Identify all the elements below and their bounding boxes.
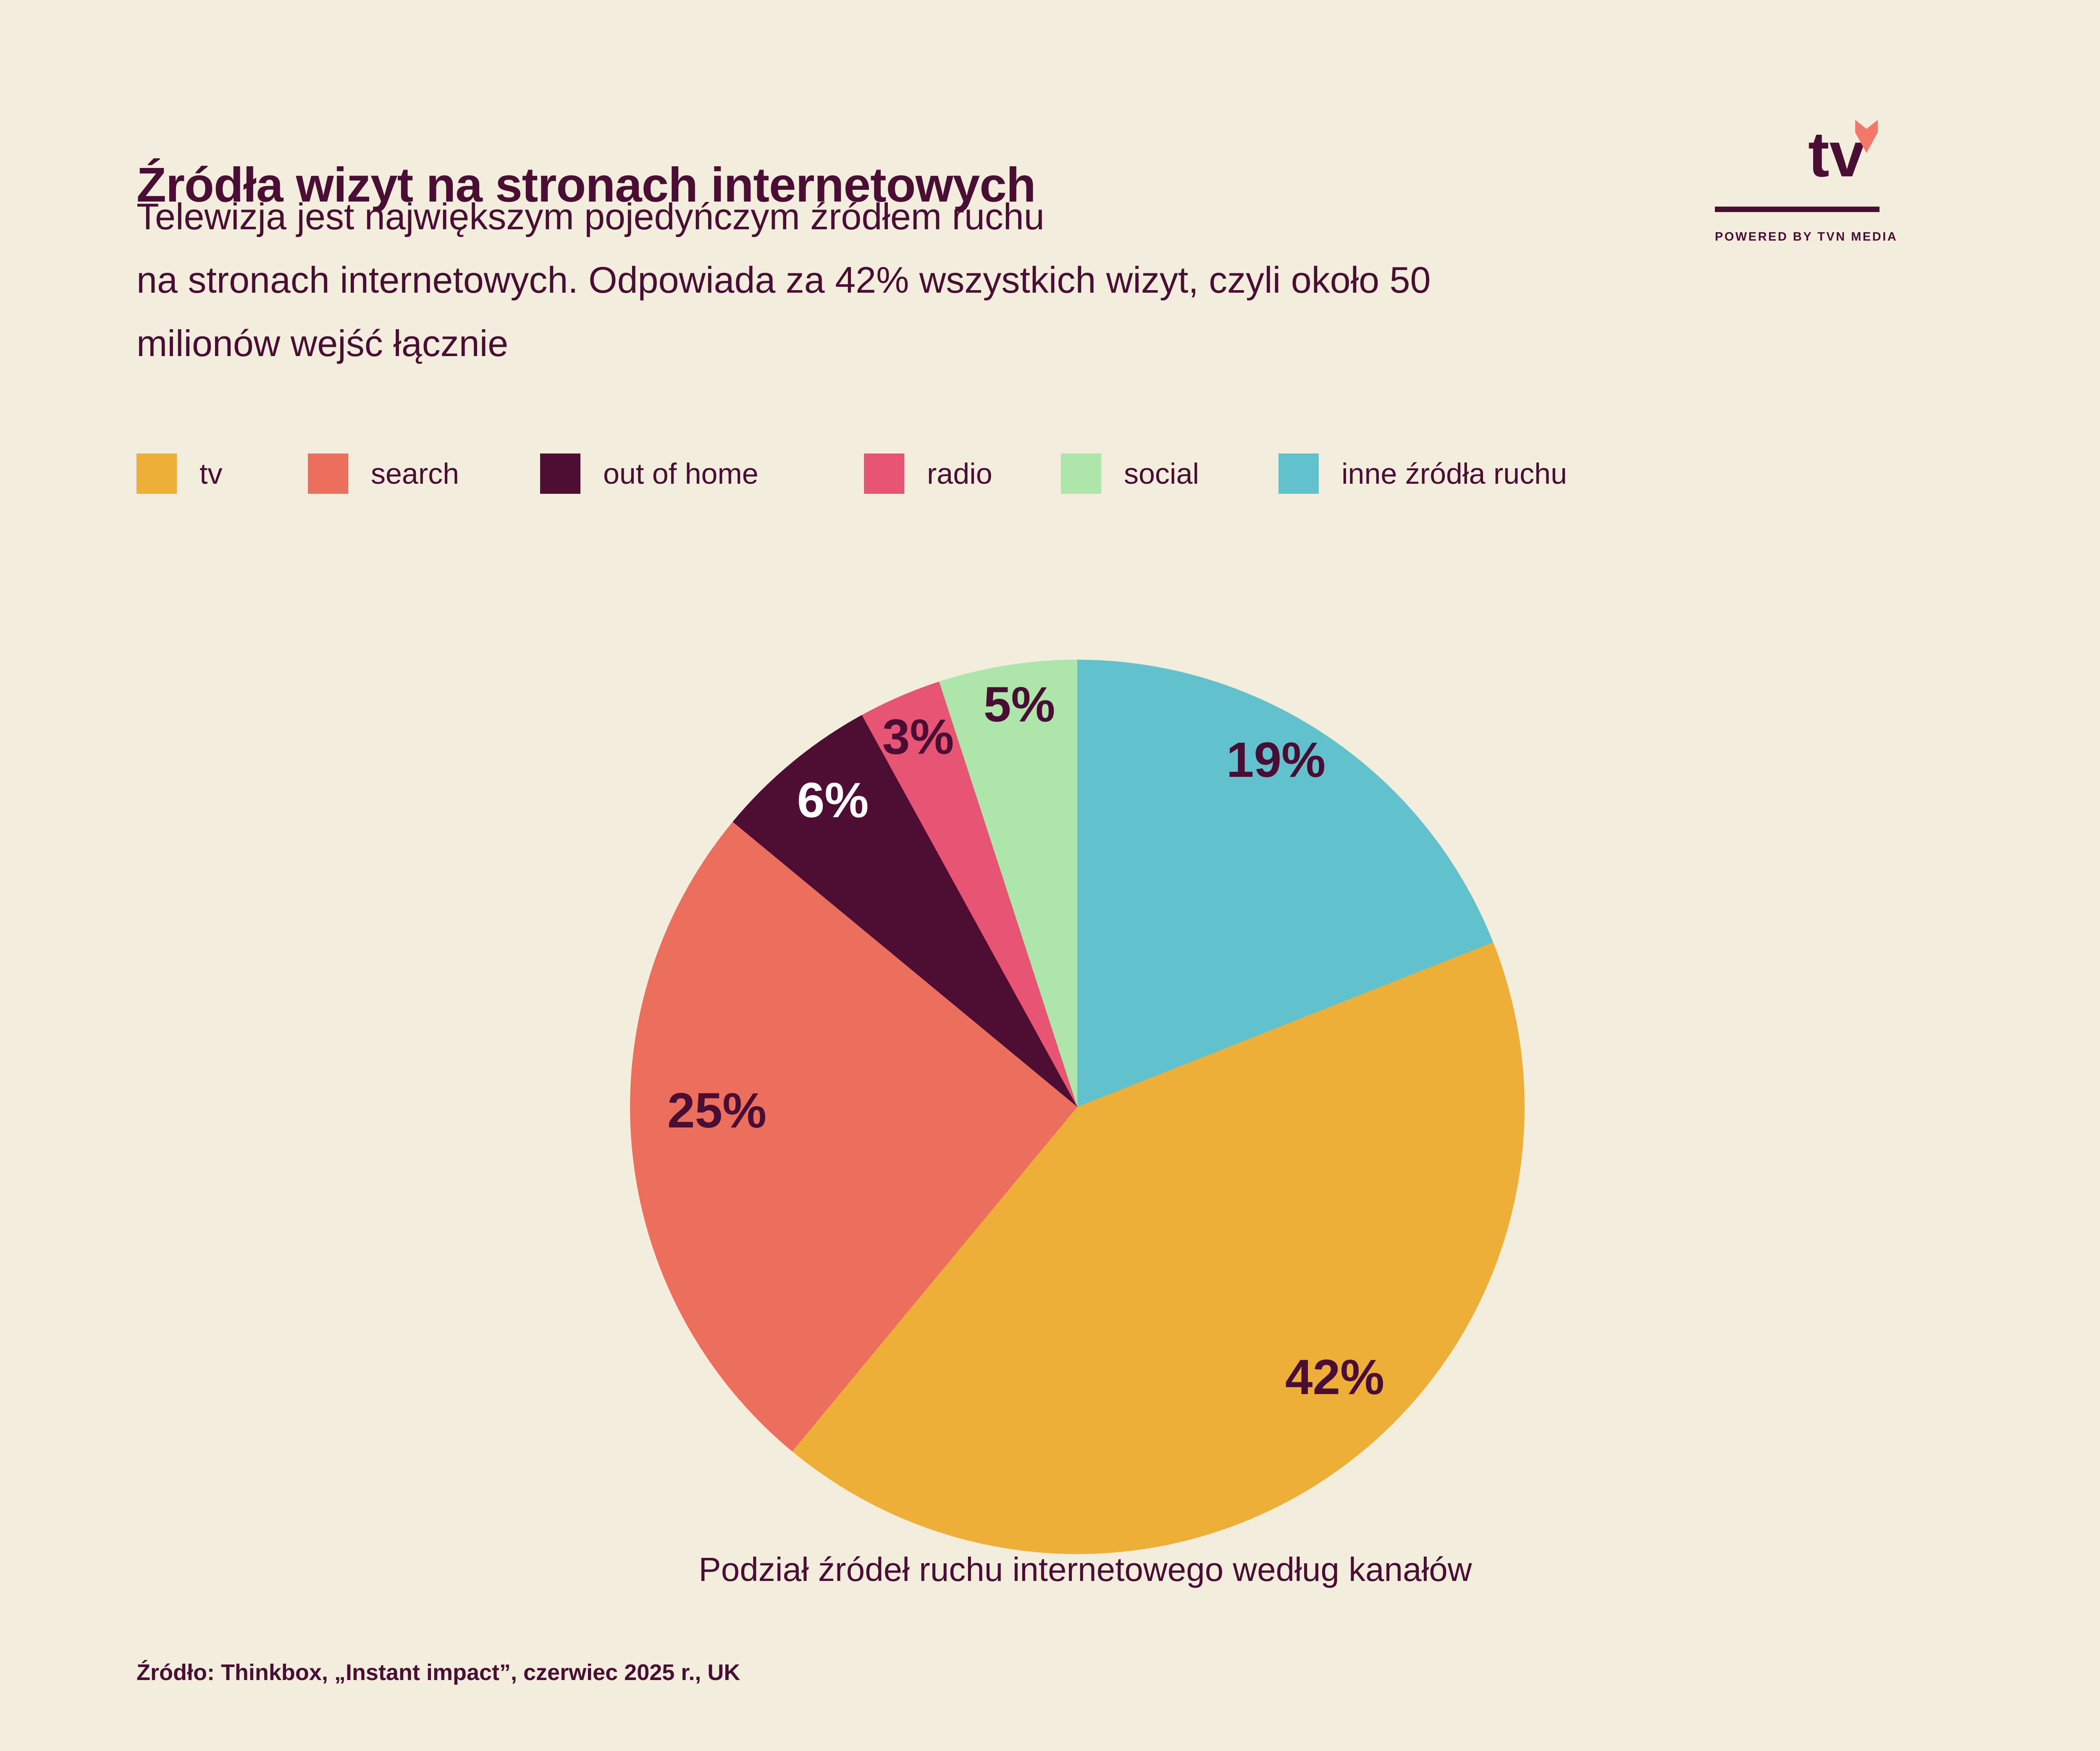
legend-item-inne-źródła-ruchu: inne źródła ruchu — [1278, 453, 1567, 494]
page-title: Źródła wizyt na stronach internetowych — [136, 157, 1036, 212]
legend-item-search: search — [308, 453, 459, 494]
legend-swatch — [136, 453, 177, 494]
pie-label-inne-źródła-ruchu: 19% — [1226, 732, 1326, 788]
legend-item-social: social — [1061, 453, 1199, 494]
legend-item-label: social — [1124, 457, 1199, 490]
legend-item-tv: tv — [136, 453, 222, 494]
legend-swatch — [308, 453, 348, 494]
logo-wordmark: tv — [1808, 119, 1865, 190]
logo-tagline: POWERED BY TVN MEDIA — [1715, 230, 1898, 244]
pie-label-out-of-home: 6% — [797, 773, 869, 828]
subtitle-line-3: milionów wejść łącznie — [136, 322, 509, 364]
pie-chart — [630, 660, 1525, 1554]
page-subtitle: Telewizja jest największym pojedyńczym ź… — [136, 185, 1431, 375]
legend-item-radio: radio — [864, 453, 992, 494]
heart-icon — [1855, 120, 1878, 153]
legend-item-label: radio — [927, 457, 992, 490]
pie-label-search: 25% — [667, 1083, 767, 1138]
legend-swatch — [1061, 453, 1101, 494]
legend-item-label: tv — [200, 457, 223, 490]
pie-label-tv: 42% — [1285, 1350, 1385, 1405]
source-note: Źródło: Thinkbox, „Instant impact”, czer… — [136, 1660, 740, 1685]
legend-item-label: out of home — [603, 457, 759, 490]
legend-swatch — [540, 453, 580, 494]
legend-swatch — [1278, 453, 1319, 494]
brand-logo: tv POWERED BY TVN MEDIA — [1715, 118, 1896, 256]
chart-caption: Podział źródeł ruchu internetowego wedłu… — [698, 1551, 1472, 1588]
logo-divider — [1715, 207, 1880, 212]
heart-shape — [1855, 120, 1878, 153]
subtitle-line-1: Telewizja jest największym pojedyńczym ź… — [136, 196, 1045, 237]
pie-label-social: 5% — [983, 677, 1055, 732]
legend-item-label: search — [371, 457, 459, 490]
legend-swatch — [864, 453, 904, 494]
pie-label-radio: 3% — [882, 709, 954, 765]
subtitle-line-2: na stronach internetowych. Odpowiada za … — [136, 259, 1431, 301]
legend-item-out-of-home: out of home — [540, 453, 759, 494]
legend-item-label: inne źródła ruchu — [1341, 457, 1567, 490]
